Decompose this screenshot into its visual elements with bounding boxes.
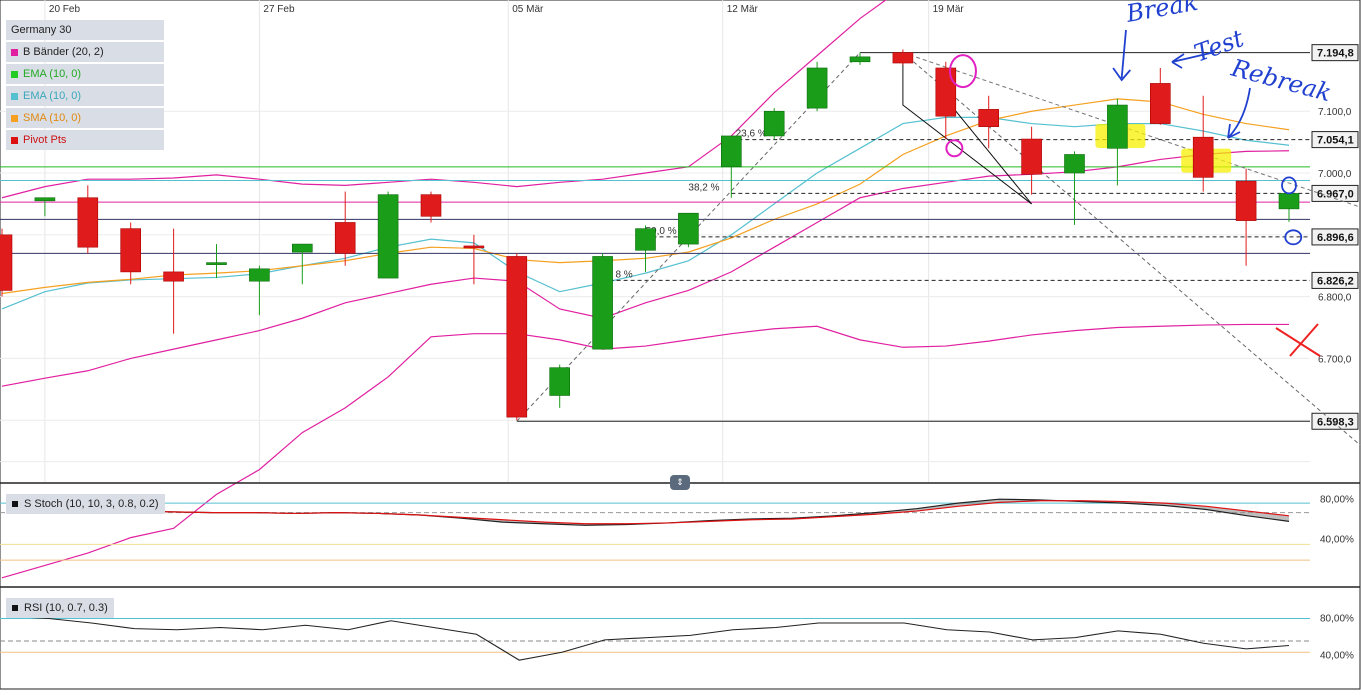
y-tick-label: 7.000,0 (1318, 169, 1352, 180)
legend-item-sma[interactable]: SMA (10, 0) (6, 108, 164, 128)
candle-down (506, 256, 528, 418)
price-level-label: 7.054,1 (1317, 135, 1354, 147)
stoch-label[interactable]: S Stoch (10, 10, 3, 0.8, 0.2) (6, 494, 165, 514)
candle-up (34, 197, 56, 202)
drawn-diagonal-line (945, 98, 1032, 205)
price-level-label: 6.896,6 (1317, 232, 1354, 244)
rsi-label[interactable]: RSI (10, 0.7, 0.3) (6, 598, 114, 618)
candle-down (978, 109, 1000, 127)
legend-item-bollinger[interactable]: B Bänder (20, 2) (6, 42, 164, 62)
candle-up (249, 268, 270, 282)
ema-cyan-swatch (11, 92, 18, 100)
bollinger-lower-line (1, 323, 1289, 579)
y-tick-label: 6.800,0 (1318, 293, 1352, 304)
candle-down (463, 245, 485, 249)
fibonacci-label: 38,2 % (688, 182, 719, 193)
legend-item-ema-green[interactable]: EMA (10, 0) (6, 64, 164, 84)
price-level-label: 6.598,3 (1317, 416, 1354, 428)
candle-up (806, 67, 828, 109)
price-level-box (1311, 131, 1359, 149)
candle-down (0, 234, 13, 291)
annotation-red-cross (1275, 323, 1321, 357)
candle-up (1278, 193, 1300, 210)
rsi-tick-label: 80,00% (1320, 614, 1354, 625)
candle-down (1021, 138, 1042, 175)
fibonacci-label: 23,6 % (736, 129, 767, 140)
annotation-text: Break (1123, 0, 1200, 28)
stoch-tick-label: 80,00% (1320, 495, 1354, 506)
y-tick-label: 6.700,0 (1318, 354, 1352, 365)
candle-down (1192, 136, 1214, 178)
x-tick-label: 27 Feb (263, 4, 295, 15)
price-level-label: 6.967,0 (1317, 188, 1354, 200)
candle-up (678, 212, 699, 245)
candle-up (377, 194, 399, 279)
stoch-icon (12, 501, 18, 507)
candle-up (720, 135, 742, 168)
bollinger-swatch (11, 48, 18, 56)
annotation-arrow-rebreak (1227, 87, 1251, 139)
rsi-icon (12, 605, 18, 611)
price-level-label: 6.826,2 (1317, 275, 1354, 287)
x-tick-label: 12 Mär (727, 4, 759, 15)
annotation-arrow-test (1171, 51, 1216, 69)
legend-item-pivot[interactable]: Pivot Pts (6, 130, 164, 150)
stoch-tick-label: 40,00% (1320, 534, 1354, 545)
instrument-title: Germany 30 (6, 20, 164, 40)
candle-down (420, 194, 442, 217)
annotation-text: Rebreak (1227, 53, 1334, 107)
candle-down (1150, 83, 1171, 124)
annotation-circle-blue-lower (1284, 229, 1303, 246)
candle-up (549, 367, 571, 396)
candle-down (77, 197, 99, 248)
candle-up (635, 228, 656, 251)
annotation-arrow-break (1112, 29, 1131, 82)
fibonacci-label: 50,0 % (646, 226, 677, 237)
candle-up (291, 243, 313, 253)
rsi-line (5, 615, 1290, 661)
price-level-box (1311, 271, 1359, 289)
pivot-swatch (11, 136, 18, 144)
candle-up (763, 110, 785, 137)
candle-up (1064, 154, 1085, 174)
price-level-box (1311, 44, 1359, 62)
candle-down (334, 222, 356, 254)
price-level-box (1311, 228, 1359, 246)
annotation-circle-blue (1281, 176, 1297, 195)
candle-up (592, 256, 613, 350)
sma-swatch (11, 114, 18, 122)
x-tick-label: 05 Mär (512, 4, 544, 15)
panel-resize-icon[interactable]: ⇕ (670, 475, 690, 490)
legend-item-ema-cyan[interactable]: EMA (10, 0) (6, 86, 164, 106)
rsi-tick-label: 40,00% (1320, 651, 1354, 662)
candle-down (935, 67, 957, 117)
x-tick-label: 19 Mär (933, 4, 965, 15)
candle-up (1107, 104, 1128, 149)
price-level-label: 7.194,8 (1317, 48, 1354, 60)
price-level-box (1311, 184, 1359, 202)
ema-green-swatch (11, 70, 18, 78)
annotation-circle-magenta-small (945, 139, 964, 158)
candle-up (849, 56, 871, 63)
drawn-triangle-line (902, 52, 1032, 205)
y-tick-label: 7.100,0 (1318, 107, 1352, 118)
price-level-box (1311, 412, 1359, 430)
candle-down (1235, 180, 1257, 221)
x-tick-label: 20 Feb (49, 4, 81, 15)
candle-down (120, 228, 141, 273)
stoch-d-line (6, 500, 1290, 525)
bollinger-upper-line (1, 0, 887, 199)
fibonacci-label: 8 % (615, 269, 632, 280)
candle-up (206, 262, 227, 265)
candle-down (892, 52, 914, 64)
candle-down (163, 271, 184, 282)
legend: Germany 30 B Bänder (20, 2) EMA (10, 0) … (6, 20, 164, 152)
annotation-circle-magenta (948, 54, 977, 89)
